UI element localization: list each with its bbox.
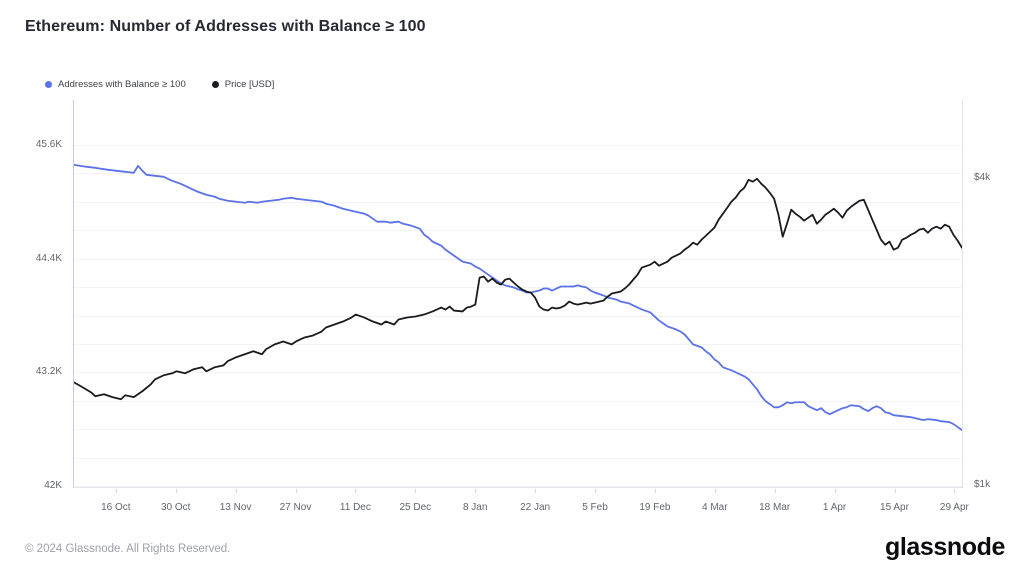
x-axis-tick-mark (355, 489, 357, 493)
gridline (74, 145, 962, 146)
gridline (74, 486, 962, 487)
x-axis-tick-mark (834, 489, 836, 493)
x-axis-tick-label: 29 Apr (939, 502, 969, 513)
x-axis-tick-mark (415, 489, 417, 493)
legend-dot-price-icon (211, 81, 219, 88)
left-axis-tick-label: 42K (44, 480, 62, 491)
page-title: Ethereum: Number of Addresses with Balan… (25, 18, 426, 35)
gridline (74, 457, 962, 459)
x-axis-tick-label: 30 Oct (160, 502, 191, 513)
x-axis-tick-label: 16 Oct (101, 502, 131, 513)
gridline (74, 429, 962, 431)
x-axis-tick-label: 8 Jan (462, 502, 488, 513)
x-axis-tick-mark (115, 489, 117, 493)
chart-plot-area[interactable] (73, 100, 963, 488)
left-axis-tick-label: 45.6K (35, 139, 62, 150)
chart-svg (74, 163, 962, 432)
legend-item-price[interactable]: Price [USD] (211, 79, 275, 90)
x-axis-tick-label: 13 Nov (219, 502, 252, 513)
legend-dot-addresses-icon (45, 81, 52, 88)
gridline (74, 400, 962, 402)
x-axis-tick-label: 1 Apr (822, 502, 847, 513)
legend-label-addresses: Addresses with Balance ≥ 100 (58, 79, 186, 90)
gridline (74, 201, 962, 203)
copyright-text: © 2024 Glassnode. All Rights Reserved. (25, 543, 231, 555)
right-axis-tick-label: $1k (974, 478, 991, 490)
price-line[interactable] (74, 177, 962, 401)
left-axis-tick-label: 44.4K (35, 252, 62, 264)
x-axis-tick-label: 25 Dec (399, 502, 432, 513)
x-axis-tick-label: 5 Feb (582, 502, 608, 513)
x-axis-tick-mark (295, 489, 297, 493)
x-axis-tick-label: 15 Apr (880, 502, 909, 513)
left-axis-tick-label: 43.2K (35, 366, 62, 378)
gridline (74, 372, 962, 374)
x-axis-tick-mark (774, 489, 776, 493)
legend-label-price: Price [USD] (224, 79, 275, 90)
right-axis-tick-label: $4k (974, 172, 991, 183)
legend-item-addresses[interactable]: Addresses with Balance ≥ 100 (45, 79, 186, 90)
x-axis-tick-label: 27 Nov (279, 502, 312, 513)
x-axis-tick-mark (654, 489, 656, 493)
x-axis-tick-mark (475, 489, 477, 493)
x-axis-tick-mark (894, 489, 896, 493)
gridline (74, 258, 962, 260)
gridline (74, 173, 962, 175)
gridline (74, 343, 962, 345)
x-axis-tick-mark (595, 489, 596, 493)
gridline (74, 315, 962, 317)
x-axis-tick-label: 19 Feb (639, 502, 671, 513)
gridline (74, 230, 962, 232)
x-axis-tick-label: 11 Dec (339, 502, 371, 513)
x-axis-tick-label: 18 Mar (759, 502, 791, 513)
x-axis-tick-mark (954, 489, 956, 493)
x-axis-tick-mark (235, 489, 237, 493)
x-axis-tick-mark (535, 489, 537, 493)
addresses-line[interactable] (74, 163, 962, 432)
x-axis-tick-label: 22 Jan (520, 502, 551, 513)
x-axis-tick-mark (175, 489, 177, 493)
legend: Addresses with Balance ≥ 100 Price [USD] (45, 79, 274, 90)
glassnode-logo: glassnode (884, 533, 1005, 561)
x-axis-tick-mark (714, 489, 716, 493)
x-axis-tick-label: 4 Mar (702, 502, 728, 513)
